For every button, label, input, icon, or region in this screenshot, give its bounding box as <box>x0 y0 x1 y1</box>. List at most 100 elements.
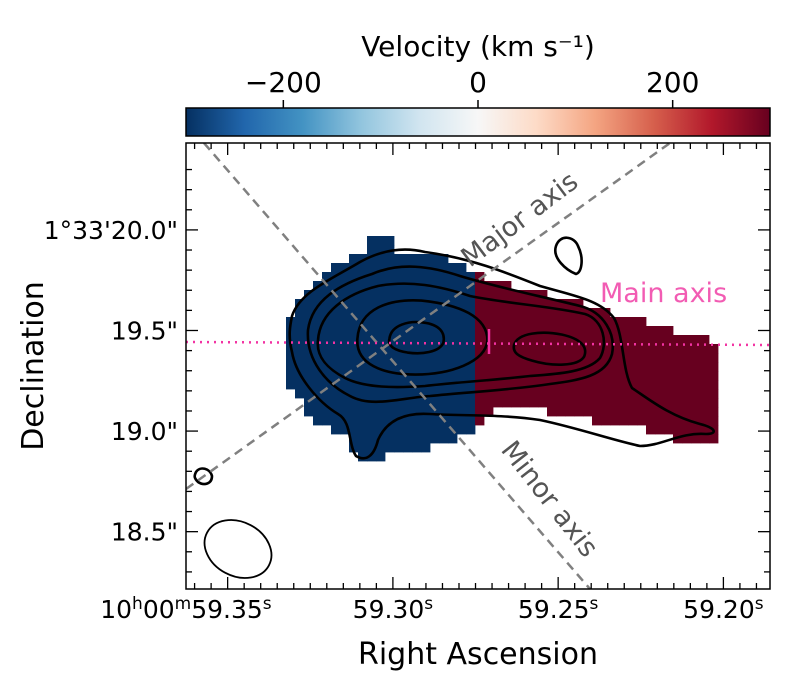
velocity-pixel <box>403 344 413 354</box>
velocity-pixel <box>565 344 575 354</box>
velocity-pixel <box>664 425 674 435</box>
velocity-pixel <box>421 443 431 453</box>
velocity-pixel <box>394 308 404 318</box>
velocity-pixel <box>619 326 629 336</box>
velocity-pixel <box>592 398 602 408</box>
y-tick-labels: 1°33'20.0" 19.5" 19.0" 18.5" <box>44 216 178 547</box>
velocity-pixel <box>664 380 674 390</box>
velocity-pixel <box>655 326 665 336</box>
velocity-pixel <box>637 344 647 354</box>
velocity-pixel <box>574 317 584 327</box>
velocity-pixel <box>565 371 575 381</box>
velocity-pixel <box>421 407 431 417</box>
velocity-pixel <box>313 398 323 408</box>
velocity-pixel <box>403 299 413 309</box>
velocity-pixel <box>448 407 458 417</box>
velocity-pixel <box>556 317 566 327</box>
velocity-pixel <box>358 416 368 426</box>
velocity-pixel <box>331 389 341 399</box>
plot-frame <box>185 142 771 590</box>
velocity-pixel <box>493 317 503 327</box>
velocity-pixel <box>385 443 395 453</box>
velocity-pixel <box>376 317 386 327</box>
velocity-pixel <box>304 380 314 390</box>
velocity-pixel <box>457 299 467 309</box>
velocity-pixel <box>655 425 665 435</box>
velocity-pixel <box>349 362 359 372</box>
velocity-pixel <box>385 272 395 282</box>
velocity-pixel <box>592 407 602 417</box>
velocity-pixel <box>421 434 431 444</box>
velocity-pixel <box>376 362 386 372</box>
contour-line <box>387 320 446 355</box>
velocity-map <box>286 236 719 462</box>
velocity-pixel <box>295 308 305 318</box>
velocity-pixel <box>655 362 665 372</box>
velocity-pixel <box>322 335 332 345</box>
velocity-pixel <box>619 398 629 408</box>
velocity-pixel <box>385 389 395 399</box>
velocity-pixel <box>412 272 422 282</box>
velocity-pixel <box>430 254 440 264</box>
velocity-pixel <box>691 389 701 399</box>
velocity-pixel <box>583 380 593 390</box>
major-axis-label: Major axis <box>456 166 585 274</box>
velocity-pixel <box>457 371 467 381</box>
velocity-pixel <box>682 371 692 381</box>
velocity-pixel <box>619 407 629 417</box>
velocity-pixel <box>322 317 332 327</box>
velocity-pixel <box>538 353 548 363</box>
velocity-pixel <box>448 281 458 291</box>
velocity-pixel <box>430 398 440 408</box>
beam-ellipse <box>203 519 273 579</box>
velocity-pixel <box>421 416 431 426</box>
velocity-pixel <box>412 416 422 426</box>
velocity-pixel <box>646 425 656 435</box>
velocity-pixel <box>574 299 584 309</box>
velocity-pixel <box>520 290 530 300</box>
velocity-pixel <box>430 335 440 345</box>
velocity-pixel <box>430 299 440 309</box>
velocity-pixel <box>475 362 485 372</box>
velocity-pixel <box>466 326 476 336</box>
velocity-pixel <box>385 308 395 318</box>
velocity-pixel <box>448 263 458 273</box>
velocity-pixel <box>466 335 476 345</box>
velocity-pixel <box>538 389 548 399</box>
velocity-pixel <box>340 326 350 336</box>
velocity-pixel <box>421 398 431 408</box>
velocity-pixel <box>511 371 521 381</box>
velocity-pixel <box>529 380 539 390</box>
contour-line <box>316 282 606 389</box>
velocity-pixel <box>520 362 530 372</box>
velocity-pixel <box>376 236 386 246</box>
velocity-pixel <box>511 317 521 327</box>
velocity-pixel <box>691 353 701 363</box>
velocity-pixel <box>493 380 503 390</box>
velocity-pixel <box>313 299 323 309</box>
velocity-pixel <box>313 389 323 399</box>
velocity-pixel <box>439 344 449 354</box>
velocity-pixel <box>430 389 440 399</box>
velocity-pixel <box>340 425 350 435</box>
velocity-pixel <box>583 389 593 399</box>
velocity-pixel <box>430 371 440 381</box>
velocity-pixel <box>538 308 548 318</box>
velocity-pixel <box>430 407 440 417</box>
velocity-pixel <box>349 398 359 408</box>
velocity-pixel <box>700 380 710 390</box>
velocity-pixel <box>547 353 557 363</box>
velocity-pixel <box>466 299 476 309</box>
velocity-pixel <box>286 371 296 381</box>
velocity-pixel <box>673 353 683 363</box>
velocity-pixel <box>313 407 323 417</box>
velocity-pixel <box>439 407 449 417</box>
velocity-pixel <box>700 407 710 417</box>
velocity-pixel <box>457 380 467 390</box>
velocity-pixel <box>421 308 431 318</box>
velocity-pixel <box>385 398 395 408</box>
velocity-pixel <box>457 263 467 273</box>
velocity-pixel <box>331 380 341 390</box>
velocity-pixel <box>322 290 332 300</box>
